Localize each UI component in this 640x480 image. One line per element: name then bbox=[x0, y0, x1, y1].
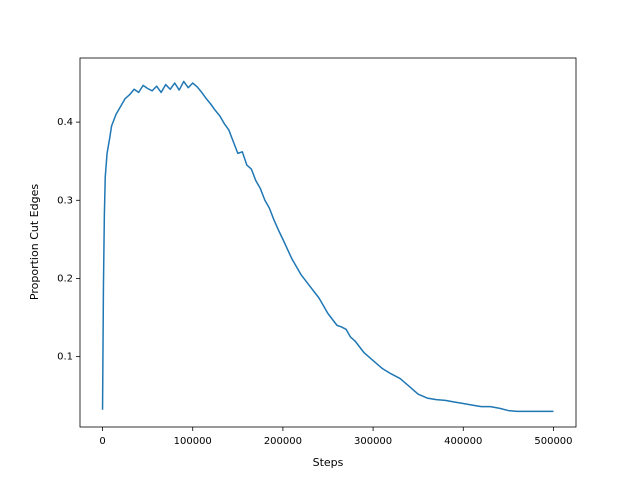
x-axis-label: Steps bbox=[313, 456, 344, 469]
x-tick-label: 400000 bbox=[444, 436, 482, 447]
y-tick-label: 0.1 bbox=[57, 352, 73, 363]
x-tick-label: 500000 bbox=[534, 436, 572, 447]
y-tick-label: 0.4 bbox=[57, 117, 73, 128]
data-line bbox=[101, 80, 554, 413]
x-tick-label: 0 bbox=[99, 436, 105, 447]
y-tick-label: 0.3 bbox=[57, 195, 73, 206]
y-tick-label: 0.2 bbox=[57, 273, 73, 284]
x-tick-label: 200000 bbox=[264, 436, 302, 447]
x-tick-label: 100000 bbox=[174, 436, 212, 447]
x-tick-label: 300000 bbox=[354, 436, 392, 447]
y-axis-label: Proportion Cut Edges bbox=[28, 184, 41, 300]
plot-frame bbox=[79, 57, 577, 428]
